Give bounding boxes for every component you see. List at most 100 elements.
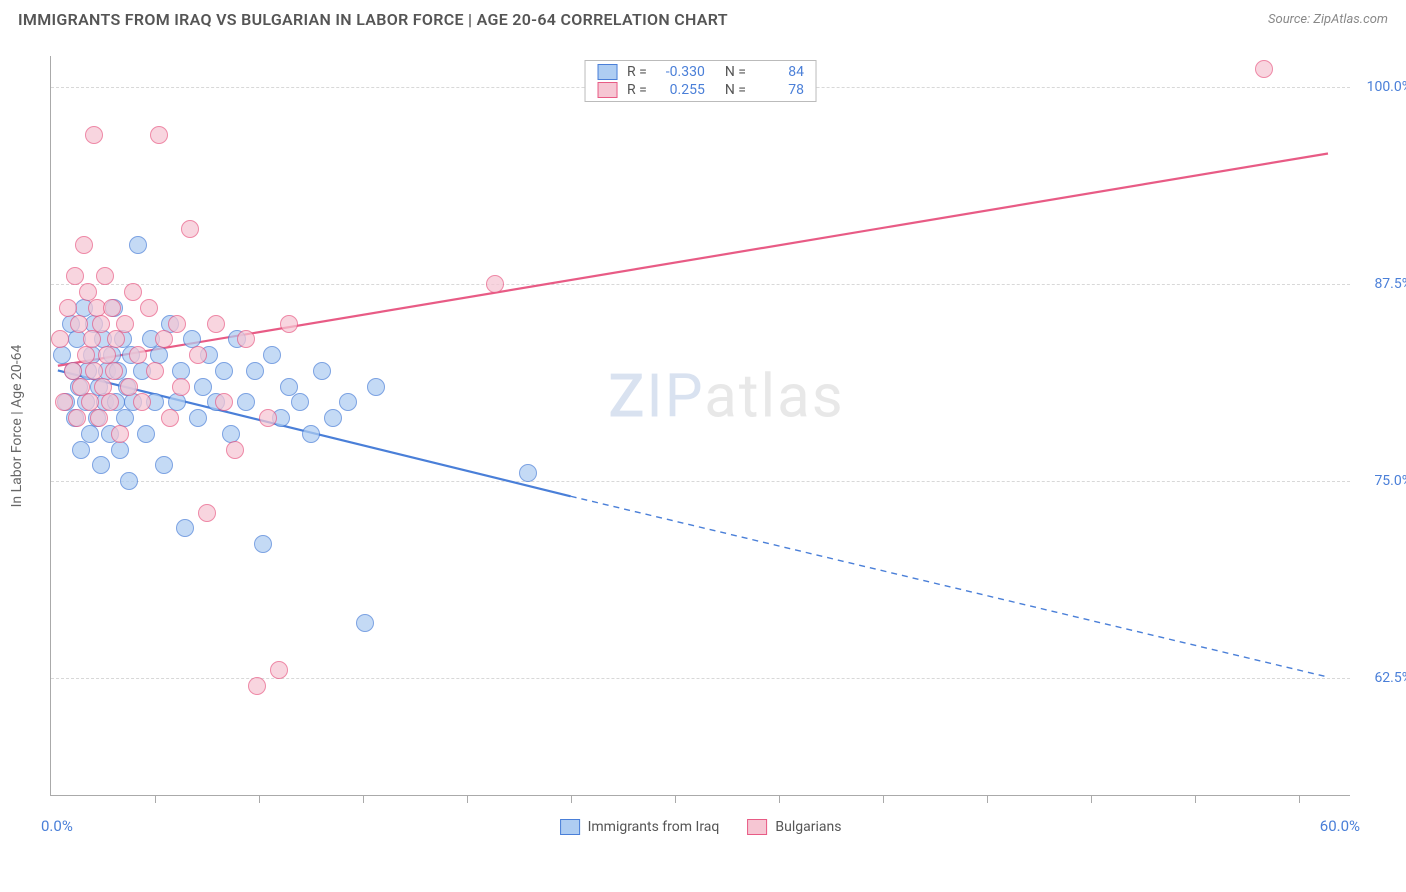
series-legend: Immigrants from Iraq Bulgarians [560, 819, 842, 835]
data-point-iraq [246, 362, 264, 380]
x-tick [1299, 795, 1300, 803]
data-point-bulg [207, 315, 225, 333]
trend-lines [51, 56, 1350, 795]
x-tick [779, 795, 780, 803]
data-point-iraq [53, 346, 71, 364]
data-point-bulg [172, 378, 190, 396]
data-point-bulg [92, 315, 110, 333]
data-point-bulg [66, 267, 84, 285]
data-point-bulg [486, 275, 504, 293]
data-point-bulg [198, 504, 216, 522]
gridline [51, 481, 1350, 482]
watermark: ZIPatlas [608, 360, 845, 431]
data-point-bulg [133, 393, 151, 411]
y-tick-label: 87.5% [1356, 276, 1406, 292]
data-point-bulg [116, 315, 134, 333]
stats-legend: R =-0.330N =84R =0.255N =78 [584, 60, 817, 102]
gridline [51, 284, 1350, 285]
data-point-bulg [96, 267, 114, 285]
data-point-iraq [137, 425, 155, 443]
data-point-bulg [181, 220, 199, 238]
data-point-bulg [107, 330, 125, 348]
data-point-bulg [111, 425, 129, 443]
x-tick [883, 795, 884, 803]
data-point-bulg [155, 330, 173, 348]
r-value-iraq: -0.330 [657, 64, 705, 80]
data-point-iraq [339, 393, 357, 411]
x-tick [675, 795, 676, 803]
data-point-bulg [51, 330, 69, 348]
data-point-bulg [83, 330, 101, 348]
x-tick [155, 795, 156, 803]
data-point-iraq [254, 535, 272, 553]
data-point-iraq [302, 425, 320, 443]
data-point-iraq [81, 425, 99, 443]
data-point-bulg [1255, 60, 1273, 78]
x-axis-min-label: 0.0% [41, 817, 73, 835]
legend-label-iraq: Immigrants from Iraq [588, 819, 720, 835]
data-point-iraq [324, 409, 342, 427]
data-point-bulg [189, 346, 207, 364]
plot-area: In Labor Force | Age 20-64 ZIPatlas R =-… [50, 56, 1350, 796]
data-point-iraq [215, 362, 233, 380]
data-point-bulg [124, 283, 142, 301]
swatch-iraq [597, 64, 617, 80]
y-tick-label: 100.0% [1356, 79, 1406, 95]
data-point-iraq [313, 362, 331, 380]
data-point-iraq [120, 472, 138, 490]
data-point-bulg [90, 409, 108, 427]
data-point-iraq [519, 464, 537, 482]
data-point-iraq [291, 393, 309, 411]
data-point-iraq [189, 409, 207, 427]
x-tick [363, 795, 364, 803]
data-point-iraq [129, 236, 147, 254]
data-point-bulg [105, 362, 123, 380]
x-tick [571, 795, 572, 803]
data-point-bulg [129, 346, 147, 364]
data-point-bulg [280, 315, 298, 333]
data-point-bulg [168, 315, 186, 333]
data-point-bulg [85, 126, 103, 144]
n-value-bulg: 78 [756, 82, 804, 98]
data-point-bulg [270, 661, 288, 679]
data-point-bulg [68, 409, 86, 427]
x-tick [1091, 795, 1092, 803]
source-attribution: Source: ZipAtlas.com [1268, 12, 1388, 27]
data-point-iraq [280, 378, 298, 396]
swatch-bulg [747, 819, 767, 835]
data-point-bulg [150, 126, 168, 144]
data-point-bulg [120, 378, 138, 396]
x-axis-max-label: 60.0% [1320, 817, 1360, 835]
x-tick [987, 795, 988, 803]
data-point-iraq [176, 519, 194, 537]
data-point-bulg [75, 236, 93, 254]
legend-item-iraq: Immigrants from Iraq [560, 819, 720, 835]
x-tick [259, 795, 260, 803]
data-point-bulg [237, 330, 255, 348]
data-point-bulg [103, 299, 121, 317]
data-point-bulg [226, 441, 244, 459]
data-point-bulg [55, 393, 73, 411]
swatch-bulg [597, 82, 617, 98]
data-point-iraq [194, 378, 212, 396]
title-bar: IMMIGRANTS FROM IRAQ VS BULGARIAN IN LAB… [0, 0, 1406, 35]
y-tick-label: 75.0% [1356, 473, 1406, 489]
x-tick [1195, 795, 1196, 803]
data-point-iraq [356, 614, 374, 632]
data-point-bulg [101, 393, 119, 411]
y-tick-label: 62.5% [1356, 670, 1406, 686]
data-point-iraq [92, 456, 110, 474]
data-point-bulg [146, 362, 164, 380]
legend-label-bulg: Bulgarians [775, 819, 841, 835]
stats-row-iraq: R =-0.330N =84 [585, 63, 816, 81]
data-point-bulg [161, 409, 179, 427]
data-point-bulg [70, 315, 88, 333]
data-point-iraq [111, 441, 129, 459]
data-point-bulg [248, 677, 266, 695]
y-axis-title: In Labor Force | Age 20-64 [9, 344, 25, 507]
r-value-bulg: 0.255 [657, 82, 705, 98]
data-point-bulg [215, 393, 233, 411]
legend-item-bulg: Bulgarians [747, 819, 841, 835]
swatch-iraq [560, 819, 580, 835]
data-point-iraq [367, 378, 385, 396]
